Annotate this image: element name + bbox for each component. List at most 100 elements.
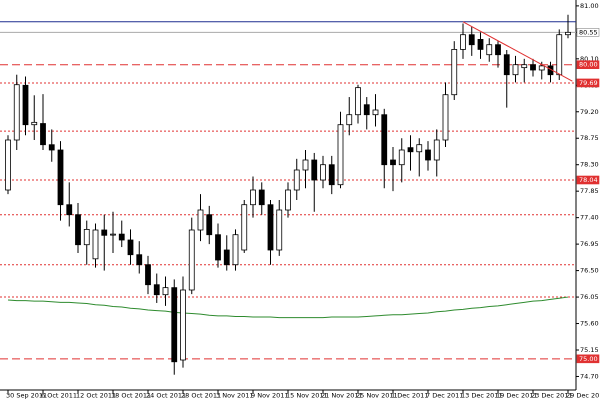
candle-body <box>31 121 38 126</box>
candle-body <box>40 123 46 146</box>
level-label: 79.69 <box>579 79 598 87</box>
x-tick-label: 6 Oct 2011 <box>41 392 77 400</box>
level-label: 80.00 <box>579 61 598 69</box>
candle-body <box>250 189 256 206</box>
candle-body <box>503 54 510 76</box>
candle-body <box>118 233 125 241</box>
candle-body <box>302 159 309 171</box>
y-tick-label: 77.85 <box>580 187 599 195</box>
y-tick-label: 76.05 <box>580 293 599 301</box>
candle-body <box>232 234 239 266</box>
candle-body <box>311 159 318 181</box>
level-label-box <box>576 354 600 364</box>
level-label-box <box>576 28 600 37</box>
x-tick-label: 21 Nov 2011 <box>321 392 363 400</box>
candle-body <box>363 104 370 116</box>
candle-body <box>320 164 326 181</box>
candle-body <box>293 169 300 191</box>
candle-body <box>372 109 379 116</box>
x-tick-label: 9 Nov 2011 <box>251 392 289 400</box>
x-tick-label: 29 Dec 2011 <box>566 392 600 400</box>
candle-body <box>521 64 528 69</box>
candle-body <box>442 94 449 141</box>
trendline <box>462 21 573 82</box>
candle-body <box>48 144 55 151</box>
candle-body <box>83 229 90 246</box>
y-tick-label: 76.50 <box>580 267 599 275</box>
x-tick-label: 19 Dec 2011 <box>496 392 538 400</box>
candle-body <box>477 39 484 50</box>
candle-body <box>425 149 431 161</box>
candle-body <box>92 229 99 260</box>
candle-body <box>22 84 29 126</box>
candle-body <box>416 144 423 153</box>
x-tick-label: 25 Nov 2011 <box>356 392 398 400</box>
y-tick-label: 79.20 <box>580 108 599 116</box>
x-tick-label: 3 Nov 2011 <box>216 392 254 400</box>
candle-body <box>285 189 291 211</box>
y-tick-label: 75.15 <box>580 346 599 354</box>
candle-body <box>258 189 265 206</box>
candle-body <box>188 229 195 291</box>
level-label: 80.55 <box>579 28 598 36</box>
candle-body <box>5 139 11 191</box>
candle-body <box>66 204 73 216</box>
candle-body <box>171 287 178 363</box>
candle-body <box>530 64 536 71</box>
x-tick-label: 7 Dec 2011 <box>426 392 463 400</box>
level-label: 78.04 <box>579 176 598 184</box>
x-tick-label: 15 Nov 2011 <box>286 392 328 400</box>
candle-body <box>433 139 440 161</box>
candle-body <box>101 229 108 236</box>
level-label-box <box>576 60 600 70</box>
y-tick-label: 81.00 <box>580 2 599 10</box>
candle-body <box>407 147 414 153</box>
x-tick-label: 23 Dec 2011 <box>531 392 573 400</box>
candle-body <box>13 84 20 141</box>
candle-body <box>110 233 116 236</box>
candle-body <box>538 65 545 71</box>
candle-body <box>145 264 151 286</box>
candle-body <box>346 114 353 126</box>
candle-body <box>127 239 134 256</box>
candle-body <box>495 44 501 56</box>
candle-body <box>276 209 283 251</box>
candle-body <box>215 234 221 261</box>
level-label-box <box>576 175 600 185</box>
y-tick-label: 78.30 <box>580 161 599 169</box>
candle-body <box>451 49 458 96</box>
candle-body <box>328 164 335 186</box>
candle-body <box>355 87 361 116</box>
level-label-box <box>576 78 600 88</box>
moving-average <box>7 296 569 319</box>
x-tick-label: 18 Oct 2011 <box>111 392 151 400</box>
candle-body <box>162 287 169 296</box>
candle-body <box>398 149 405 166</box>
candle-body <box>468 34 475 46</box>
x-tick-label: 13 Dec 2011 <box>461 392 503 400</box>
candle-body <box>512 64 519 76</box>
candle-body <box>75 214 81 246</box>
y-tick-label: 75.60 <box>580 320 599 328</box>
x-tick-label: 1 Dec 2011 <box>391 392 428 400</box>
candle-body <box>153 284 160 296</box>
candle-body <box>390 159 396 166</box>
x-tick-label: 12 Oct 2011 <box>76 392 116 400</box>
y-tick-label: 76.95 <box>580 240 599 248</box>
candle-body <box>57 149 64 206</box>
candle-body <box>381 114 388 166</box>
candle-body <box>136 254 143 266</box>
y-tick-label: 74.70 <box>580 372 599 380</box>
level-label: 75.00 <box>579 355 598 363</box>
candle-body <box>565 31 571 36</box>
candle-body <box>241 204 248 251</box>
candle-body <box>486 44 493 56</box>
candle-body <box>267 204 274 251</box>
candle-body <box>197 209 204 231</box>
candle-body <box>337 124 344 186</box>
candle-body <box>223 249 230 266</box>
candle-body <box>206 214 213 236</box>
x-tick-label: 24 Oct 2011 <box>146 392 186 400</box>
